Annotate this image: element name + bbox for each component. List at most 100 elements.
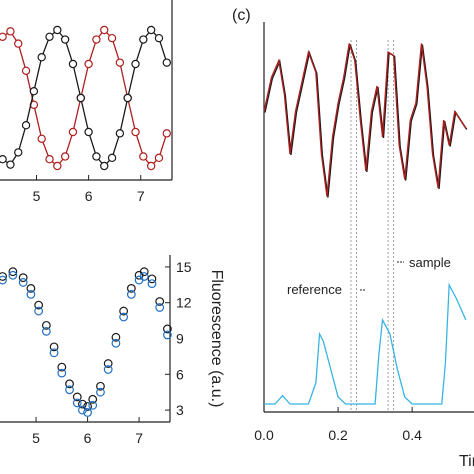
data-point-black [131,59,140,69]
data-point-blue [83,408,92,417]
data-point-blue [78,405,87,415]
data-point-black [49,342,59,352]
data-point-red [162,129,171,138]
y-tick-label: 15 [176,259,192,275]
data-point-black [115,129,125,138]
series-line-black [264,44,468,198]
data-point-black [139,267,149,277]
data-point-blue [147,279,157,289]
data-point-black [123,93,132,103]
data-point-red [60,152,70,161]
data-point-blue [26,289,36,299]
data-point-blue [65,385,74,395]
data-point-blue [72,398,82,408]
x-tick-label: 0.2 [328,427,348,443]
data-point-black [163,324,172,334]
data-point-red [68,127,78,137]
data-point-blue [139,272,149,281]
data-point-black [37,53,46,62]
x-tick-label: 5 [32,430,40,446]
data-point-black [100,161,109,171]
series-line-cyan [264,282,467,405]
data-point-black [119,306,129,316]
data-point-blue [49,348,59,358]
data-point-blue [155,303,165,312]
data-point-black [107,153,117,163]
data-point-blue [119,312,129,322]
x-tick-label: 5 [33,188,41,204]
y-tick-label: 9 [176,331,184,347]
y-tick-label: 6 [176,366,184,382]
data-point-red [154,153,164,163]
data-point-red [146,161,156,171]
data-point-black [84,127,93,137]
data-point-blue [18,278,28,287]
data-point-blue [96,387,105,397]
x-tick-label: 0.4 [402,427,422,443]
data-point-black [68,59,78,69]
x-tick-label: 6 [85,188,93,204]
data-point-black [41,320,51,330]
data-point-blue [0,275,7,285]
data-point-black [88,394,98,404]
data-point-black [96,381,105,391]
data-point-blue [57,368,67,378]
data-point-blue [126,289,136,299]
panel-c: 0.0 0.2 0.4 Tim (c) reference sample [232,7,474,470]
data-point-black [53,25,62,35]
data-point-red [107,33,117,43]
data-point-red [0,32,7,41]
data-point-black [139,35,148,44]
data-point-black [18,273,28,283]
data-point-black [26,284,36,293]
data-point-black [103,359,113,368]
data-point-black [57,362,67,372]
annotation-reference: reference [287,282,342,297]
y-tick-label: 12 [176,295,192,311]
data-point-blue [111,338,121,348]
panel-top-left: 5 6 7 [0,0,173,204]
series-line-red [2,29,168,167]
data-point-black [14,148,23,157]
data-point-blue [163,330,172,340]
data-point-blue [103,365,113,374]
data-point-red [115,58,125,67]
data-point-red [84,59,93,69]
data-point-blue [88,400,98,410]
data-point-black [126,284,136,293]
data-point-black [34,300,44,310]
data-point-black [111,332,121,342]
data-point-black [60,35,70,44]
data-point-black [147,274,157,284]
data-point-red [21,66,31,76]
data-point-black [146,25,156,35]
data-point-red [45,154,54,164]
data-point-black [92,152,101,161]
data-point-blue [34,306,44,316]
y-axis-title: Fluorescence (a.u.) [208,270,225,408]
x-tick-label: 6 [84,430,92,446]
panel-label: (c) [232,7,251,24]
series-line-black [2,29,168,167]
data-point-black [78,399,87,409]
data-point-black [0,272,7,281]
data-point-black [76,93,85,103]
data-point-red [100,25,109,35]
data-point-black [162,58,171,67]
data-point-black [29,86,39,96]
data-point-black [45,32,54,42]
data-point-black [154,33,164,43]
data-point-black [8,267,18,277]
data-point-black [6,160,15,169]
data-point-red [6,27,15,36]
x-tick-label: 7 [137,188,145,204]
panel-bottom-left: 5 6 7 3 6 9 12 15 Fluorescence (a.u.) [0,255,225,446]
x-tick-label: 0.0 [254,427,274,443]
annotation-sample: sample [409,255,451,270]
data-point-red [131,127,140,137]
data-point-black [21,120,31,130]
data-point-red [53,161,62,171]
data-point-black [72,392,82,402]
x-axis-title: Tim [459,453,474,470]
